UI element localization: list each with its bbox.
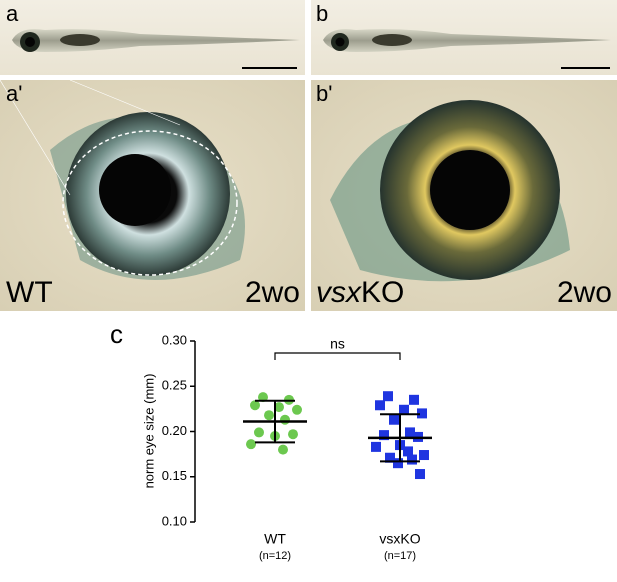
y-axis-label: norm eye size (mm) [141, 374, 156, 489]
y-tick-label: 0.20 [162, 423, 187, 438]
data-point [274, 402, 284, 413]
data-point [417, 408, 427, 419]
panel-label: c [110, 319, 123, 349]
data-point [254, 427, 264, 438]
data-point [250, 400, 260, 411]
data-point [389, 414, 399, 425]
age-label: 2wo [557, 276, 612, 309]
data-point [246, 439, 256, 450]
n-label: (n=12) [259, 550, 291, 562]
data-point [379, 430, 389, 441]
genotype-label: vsxKO [316, 276, 404, 309]
y-tick-label: 0.10 [162, 513, 187, 528]
genotype-italic: vsx [316, 276, 362, 309]
data-point [393, 458, 403, 469]
x-tick-label: WT [264, 531, 286, 547]
photo-b-prime [311, 80, 617, 311]
panel-label: b' [316, 81, 332, 106]
x-tick-label: vsxKO [379, 531, 420, 547]
y-tick-label: 0.25 [162, 378, 187, 393]
panel-label: a' [6, 81, 22, 106]
data-point [419, 450, 429, 461]
data-point [405, 427, 415, 438]
data-point [385, 452, 395, 463]
photo-b [311, 0, 617, 75]
data-point [399, 404, 409, 415]
age-label: 2wo [245, 276, 300, 309]
n-label: (n=17) [384, 550, 416, 562]
panel-label: a [6, 1, 19, 26]
data-point [415, 469, 425, 480]
data-point [264, 410, 274, 421]
data-point [288, 429, 298, 440]
data-point [278, 444, 288, 455]
annotation: ns [330, 336, 345, 352]
panel-label: b [316, 1, 328, 26]
bracket [274, 352, 401, 360]
data-point [371, 441, 381, 452]
photo-a-prime [0, 79, 305, 311]
data-point [383, 391, 393, 402]
data-point [280, 414, 290, 425]
y-tick-label: 0.15 [162, 468, 187, 483]
y-tick-label: 0.30 [162, 332, 187, 347]
data-point [375, 400, 385, 411]
data-point [409, 394, 419, 405]
data-point [403, 446, 413, 457]
data-point [258, 392, 268, 403]
genotype-plain: KO [361, 276, 404, 309]
genotype-label: WT [6, 276, 53, 309]
data-point [292, 404, 302, 415]
photo-a [0, 0, 305, 75]
data-point [407, 454, 417, 465]
